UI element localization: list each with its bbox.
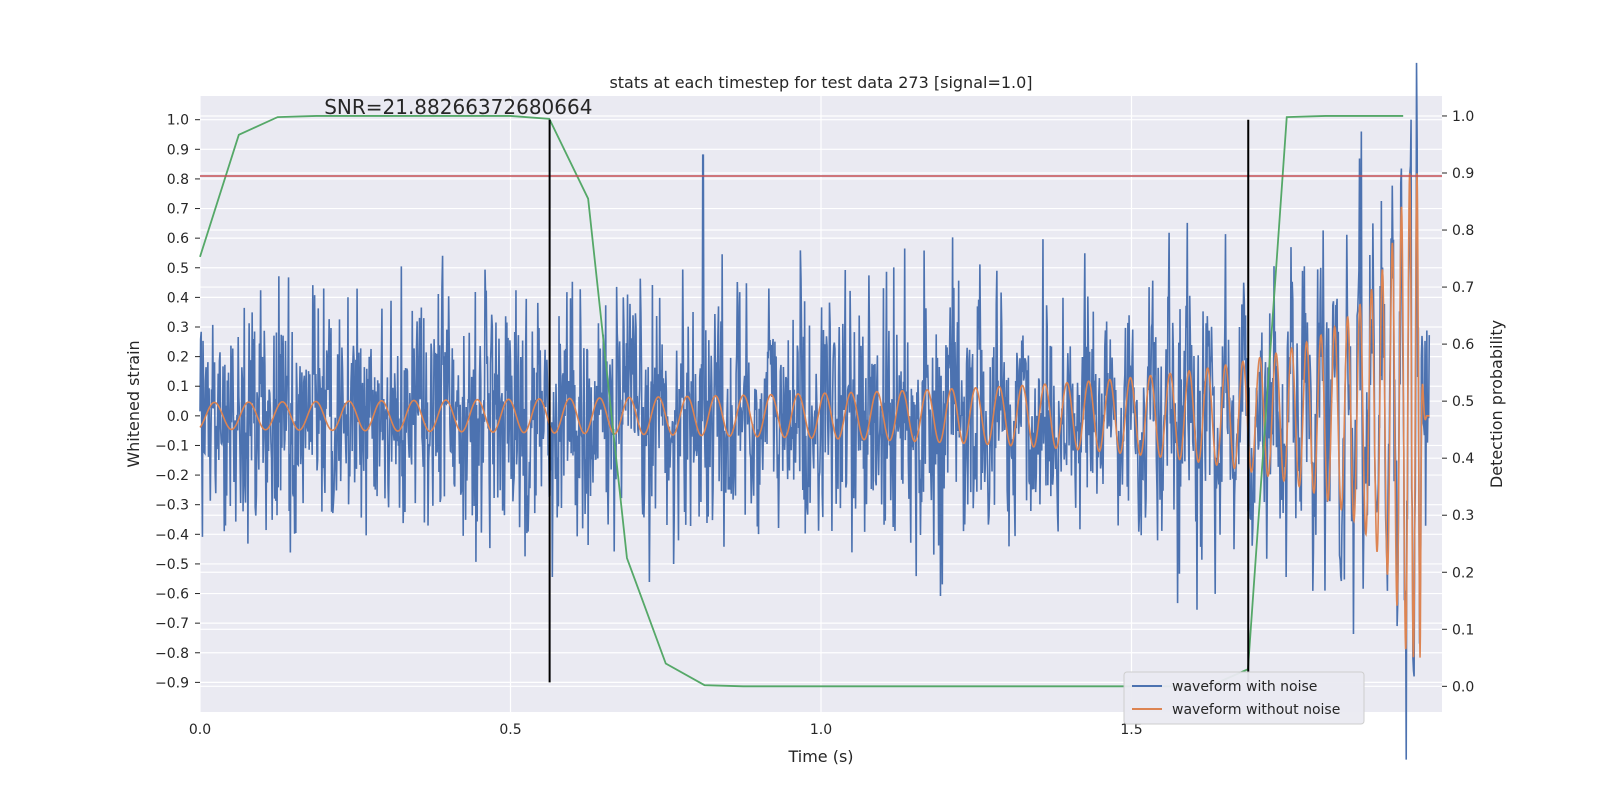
y-tick-label: −0.7: [155, 616, 189, 632]
y-tick-label: 0.8: [167, 172, 189, 188]
y2-tick-label: 0.9: [1452, 166, 1474, 182]
y2-tick-label: 0.8: [1452, 223, 1474, 239]
y-axis-label: Whitened strain: [124, 340, 143, 467]
y2-tick-label: 0.0: [1452, 679, 1474, 695]
y2-axis-label: Detection probability: [1487, 320, 1506, 488]
y-tick-label: 0.9: [167, 142, 189, 158]
x-tick-label: 1.5: [1120, 722, 1142, 738]
legend-box: [1123, 671, 1365, 725]
y2-axis-ticks: 1.0 0.9 0.8 0.7 0.6 0.5 0.4 0.3 0.2 0.1 0.0: [1442, 109, 1474, 695]
y2-tick-label: 1.0: [1452, 109, 1474, 125]
y-tick-label: 0.5: [167, 261, 189, 277]
y-tick-label: −0.9: [155, 675, 189, 691]
y-tick-label: 0.2: [167, 350, 189, 366]
y2-tick-label: 0.1: [1452, 622, 1474, 638]
x-axis-ticks: 0.0 0.5 1.0 1.5: [189, 722, 1143, 738]
y-tick-label: 1.0: [167, 113, 189, 129]
y-tick-label: −0.6: [155, 587, 189, 603]
y2-tick-label: 0.2: [1452, 565, 1474, 581]
y-tick-label: 0.3: [167, 320, 189, 336]
y-tick-label: −0.8: [155, 646, 189, 662]
y-tick-label: 0.6: [167, 231, 189, 247]
legend: waveform with noise waveform without noi…: [1123, 671, 1365, 725]
series-waveform-without-noise: [199, 173, 1430, 658]
y-tick-label: 0.7: [167, 202, 189, 218]
x-tick-label: 0.5: [499, 722, 521, 738]
y-tick-label: −0.5: [155, 557, 189, 573]
y-tick-label: 0.4: [167, 290, 189, 306]
y2-tick-label: 0.4: [1452, 451, 1474, 467]
y-tick-label: 0.0: [167, 409, 189, 425]
x-axis-label: Time (s): [787, 747, 853, 766]
y-tick-label: −0.4: [155, 527, 189, 543]
y-axis-ticks: 1.0 0.9 0.8 0.7 0.6 0.5 0.4 0.3 0.2 0.1 0.0 −0.1 −0.…: [155, 113, 200, 691]
legend-label-clean: waveform without noise: [1172, 702, 1340, 718]
chart-title: stats at each timestep for test data 273…: [609, 73, 1032, 92]
x-tick-label: 1.0: [810, 722, 832, 738]
y2-tick-label: 0.3: [1452, 508, 1474, 524]
legend-label-noise: waveform with noise: [1172, 679, 1317, 695]
snr-annotation: SNR=21.88266372680664: [324, 95, 592, 119]
y-tick-label: −0.2: [155, 468, 189, 484]
x-tick-label: 0.0: [189, 722, 211, 738]
y2-tick-label: 0.7: [1452, 280, 1474, 296]
line-waveform-with-noise: [199, 62, 1431, 760]
y-tick-label: 0.1: [167, 379, 189, 395]
series-waveform-with-noise: [199, 62, 1431, 760]
y-tick-label: −0.3: [155, 498, 189, 514]
line-waveform-without-noise: [199, 173, 1430, 658]
y2-tick-label: 0.5: [1452, 394, 1474, 410]
overlays: [200, 119, 1442, 683]
y-tick-label: −0.1: [155, 438, 189, 454]
y2-tick-label: 0.6: [1452, 337, 1474, 353]
